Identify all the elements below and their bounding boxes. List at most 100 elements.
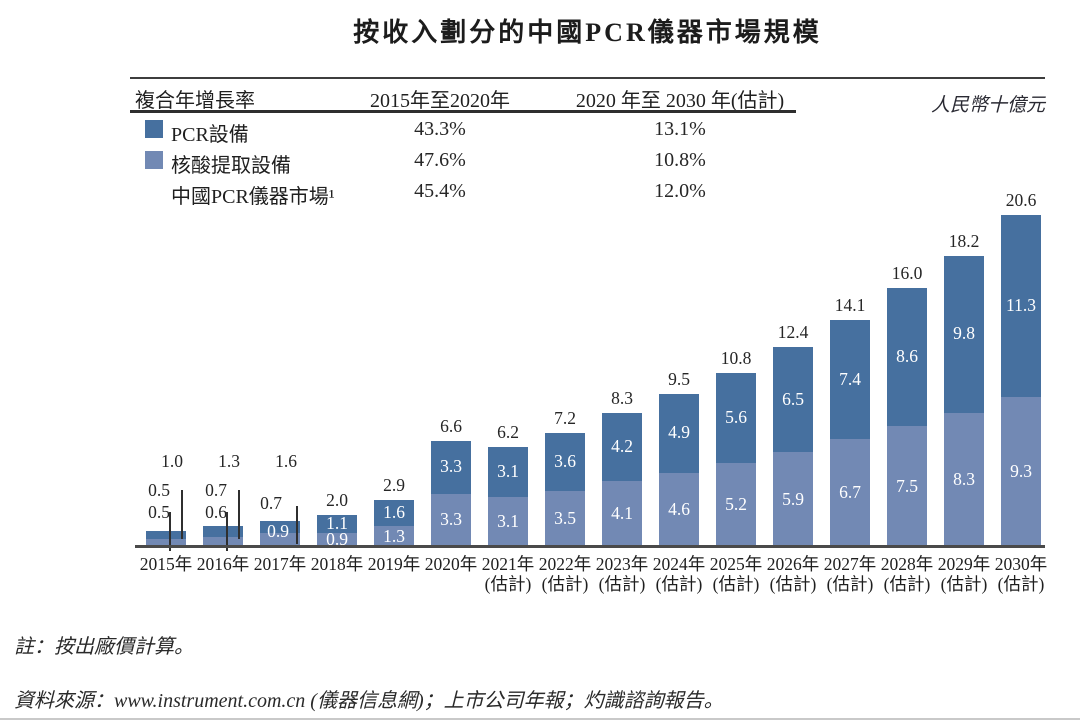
bar-value-pcr-equipment: 4.2 xyxy=(611,436,633,457)
bottom-divider xyxy=(0,718,1080,720)
bar-value-pcr-equipment: 3.1 xyxy=(497,461,519,482)
bar-total-label: 6.6 xyxy=(440,415,462,436)
x-axis-label: 2020年 xyxy=(424,554,478,574)
bar-value-extraction-equipment: 0.5 xyxy=(148,502,170,522)
bar-value-pcr-equipment: 1.6 xyxy=(383,502,405,523)
extraction-equipment-swatch-icon xyxy=(145,151,163,169)
chart-title: 按收入劃分的中國PCR儀器市場規模 xyxy=(353,18,822,47)
legend-label: 核酸提取設備 xyxy=(171,155,291,177)
bar-segment-pcr-equipment xyxy=(374,500,414,527)
x-axis-label: 2030年 (估計) xyxy=(994,554,1048,595)
bar-value-pcr-equipment: 6.5 xyxy=(782,388,804,409)
bar-value-extraction-equipment: 4.6 xyxy=(668,498,690,519)
x-axis-label: 2015年 xyxy=(139,554,193,574)
bar-total-label: 20.6 xyxy=(1005,190,1037,211)
x-axis-label: 2016年 xyxy=(196,554,250,574)
bar-value-pcr-equipment: 9.8 xyxy=(953,323,975,344)
x-axis-label: 2026年 (估計) xyxy=(766,554,820,595)
cagr-value: 45.4% xyxy=(414,180,466,202)
bar-value-extraction-equipment: 3.5 xyxy=(554,507,576,528)
bar-total-label: 16.0 xyxy=(891,262,923,283)
x-axis-label: 2017年 xyxy=(253,554,307,574)
x-axis-label: 2021年 (估計) xyxy=(481,554,535,595)
bar-segment-extraction-equipment xyxy=(488,497,528,547)
bar-segment-pcr-equipment xyxy=(659,394,699,473)
bar-segment-pcr-equipment xyxy=(830,319,870,440)
bar-segment-extraction-equipment xyxy=(260,532,300,547)
legend-row-pcr: PCR設備 43.3% 13.1% xyxy=(0,118,1080,146)
bar-value-pcr-equipment: 3.6 xyxy=(554,450,576,471)
bar-segment-extraction-equipment xyxy=(944,413,984,547)
bar-value-extraction-equipment: 3.1 xyxy=(497,511,519,532)
bar-value-pcr-equipment: 11.3 xyxy=(1006,295,1036,316)
bar-segment-pcr-equipment xyxy=(545,432,585,491)
unit-label: 人民幣十億元 xyxy=(930,95,1045,116)
bar-segment-extraction-equipment xyxy=(317,532,357,547)
bar-segment-extraction-equipment xyxy=(146,538,186,547)
value-leader-line xyxy=(296,506,298,544)
bar-value-pcr-equipment: 0.7 xyxy=(260,493,282,513)
bar-segment-pcr-equipment xyxy=(260,521,300,533)
bar-segment-pcr-equipment xyxy=(602,413,642,481)
bar-segment-pcr-equipment xyxy=(146,530,186,539)
bar-value-extraction-equipment: 1.3 xyxy=(383,525,405,546)
bar-value-extraction-equipment: 6.7 xyxy=(839,482,861,503)
value-leader-line xyxy=(226,512,228,551)
pcr-equipment-swatch-icon xyxy=(145,120,163,138)
x-axis-label: 2018年 xyxy=(310,554,364,574)
legend-row-extraction: 核酸提取設備 47.6% 10.8% xyxy=(0,149,1080,177)
bar-total-label: 1.6 xyxy=(275,451,297,471)
bar-total-label: 9.5 xyxy=(668,369,690,390)
footnote: 註：按出廠價計算。 xyxy=(14,636,194,658)
bar-value-extraction-equipment: 8.3 xyxy=(953,469,975,490)
bar-value-pcr-equipment: 8.6 xyxy=(896,346,918,367)
table-top-rule xyxy=(130,77,1045,79)
bar-total-label: 1.3 xyxy=(218,451,240,471)
source-line: 資料來源：www.instrument.com.cn (儀器信息網)；上市公司年… xyxy=(14,690,724,712)
bar-segment-pcr-equipment xyxy=(1001,215,1041,398)
legend-label: 中國PCR儀器市場¹ xyxy=(171,186,335,208)
bar-value-pcr-equipment: 7.4 xyxy=(839,368,861,389)
bar-total-label: 2.0 xyxy=(326,489,348,510)
bar-total-label: 8.3 xyxy=(611,388,633,409)
cagr-header-label: 複合年增長率 xyxy=(135,90,255,112)
cagr-value: 47.6% xyxy=(414,149,466,171)
cagr-value: 12.0% xyxy=(654,180,706,202)
bar-segment-extraction-equipment xyxy=(203,537,243,547)
value-leader-line xyxy=(181,490,183,539)
bar-total-label: 12.4 xyxy=(777,322,809,343)
bar-segment-extraction-equipment xyxy=(374,526,414,547)
bar-value-pcr-equipment: 0.5 xyxy=(148,480,170,500)
bar-total-label: 14.1 xyxy=(834,294,866,315)
bar-segment-pcr-equipment xyxy=(716,373,756,464)
bar-value-pcr-equipment: 4.9 xyxy=(668,422,690,443)
legend-label: PCR設備 xyxy=(171,124,249,146)
bar-value-pcr-equipment: 3.3 xyxy=(440,456,462,477)
bar-total-label: 7.2 xyxy=(554,407,576,428)
bar-segment-pcr-equipment xyxy=(887,287,927,427)
cagr-header-2015-2020: 2015年至2020年 xyxy=(370,90,510,112)
bar-value-pcr-equipment: 5.6 xyxy=(725,407,747,428)
bar-total-label: 6.2 xyxy=(497,422,519,443)
x-axis-label: 2023年 (估計) xyxy=(595,554,649,595)
x-axis-label: 2024年 (估計) xyxy=(652,554,706,595)
bar-value-pcr-equipment: 1.1 xyxy=(326,512,348,533)
bar-value-extraction-equipment: 3.3 xyxy=(440,509,462,530)
bar-segment-extraction-equipment xyxy=(716,463,756,547)
bar-value-extraction-equipment: 5.9 xyxy=(782,488,804,509)
bar-value-pcr-equipment: 0.7 xyxy=(205,480,227,500)
bar-segment-pcr-equipment xyxy=(773,347,813,452)
bar-value-extraction-equipment: 0.9 xyxy=(326,528,348,549)
x-axis-label: 2029年 (估計) xyxy=(937,554,991,595)
bar-segment-extraction-equipment xyxy=(602,480,642,547)
bar-segment-pcr-equipment xyxy=(488,447,528,498)
bar-value-extraction-equipment: 7.5 xyxy=(896,475,918,496)
bar-total-label: 2.9 xyxy=(383,475,405,496)
bar-segment-extraction-equipment xyxy=(659,472,699,547)
bar-segment-extraction-equipment xyxy=(1001,397,1041,547)
table-header-rule xyxy=(130,110,796,113)
bar-total-label: 18.2 xyxy=(948,230,980,251)
x-axis-line xyxy=(135,545,1045,548)
cagr-value: 43.3% xyxy=(414,118,466,140)
bar-segment-extraction-equipment xyxy=(773,452,813,547)
